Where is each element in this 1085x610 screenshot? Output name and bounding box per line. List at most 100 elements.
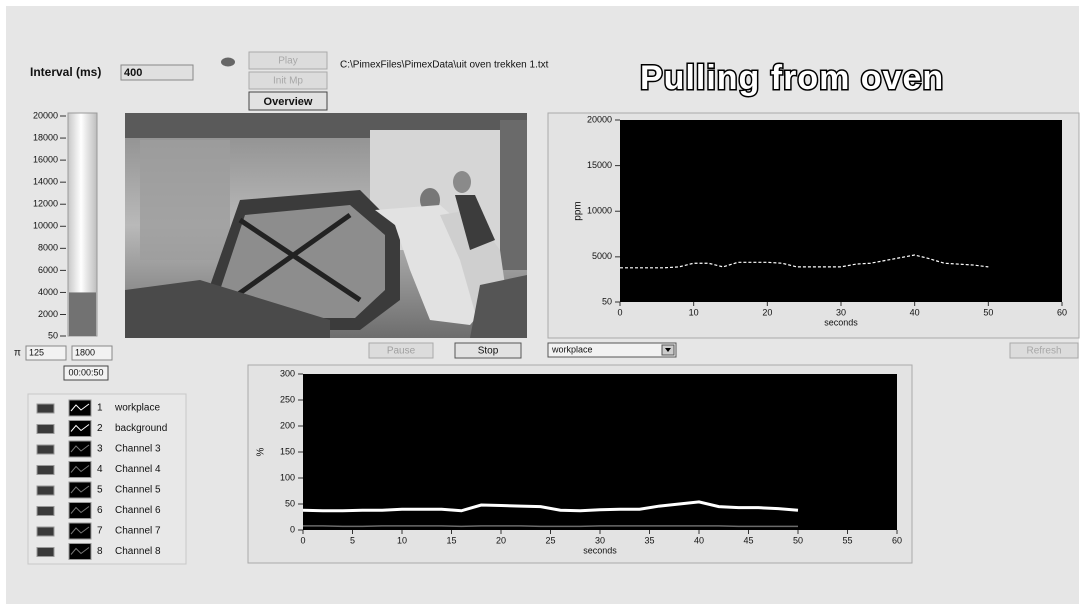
legend-number: 8 [97, 546, 103, 557]
legend-name: Channel 7 [115, 526, 161, 537]
init-button-label[interactable]: Init Mp [273, 76, 303, 87]
legend-swatch-button[interactable] [37, 466, 54, 475]
gauge-fill [69, 292, 96, 336]
legend-number: 1 [97, 403, 103, 414]
gauge-tick-label: 16000 [33, 154, 58, 164]
pause-button-label[interactable]: Pause [387, 346, 416, 357]
pi-label: π [14, 348, 21, 359]
data-line [303, 526, 798, 527]
status-led [221, 58, 235, 67]
gauge-tick-label: 2000 [38, 309, 58, 319]
y-axis-label: ppm [573, 201, 584, 220]
legend-panel [28, 394, 186, 564]
gauge-tick-label: 20000 [33, 110, 58, 120]
legend-plot-icon[interactable] [69, 400, 91, 416]
legend-swatch-button[interactable] [37, 404, 54, 413]
y-tick-label: 5000 [592, 251, 612, 261]
gauge-tick-label: 4000 [38, 287, 58, 297]
legend-name: Channel 6 [115, 505, 161, 516]
gauge-tick-label: 50 [48, 330, 58, 340]
y-tick-label: 50 [285, 498, 295, 508]
x-tick-label: 5 [350, 535, 355, 545]
legend-name: background [115, 423, 167, 434]
y-tick-label: 50 [602, 296, 612, 306]
x-tick-label: 20 [496, 535, 506, 545]
y-tick-label: 250 [280, 394, 295, 404]
gauge-tick-label: 12000 [33, 199, 58, 209]
interval-value[interactable]: 400 [124, 67, 142, 79]
legend-number: 7 [97, 526, 103, 537]
top-plot-area [620, 120, 1062, 302]
x-tick-label: 10 [397, 535, 407, 545]
legend-name: Channel 5 [115, 485, 161, 496]
refresh-button-label[interactable]: Refresh [1026, 346, 1061, 357]
channel-dropdown-value[interactable]: workplace [551, 344, 593, 354]
legend-plot-icon[interactable] [69, 441, 91, 457]
legend-plot-icon[interactable] [69, 482, 91, 498]
play-button-label[interactable]: Play [278, 56, 297, 67]
y-tick-label: 10000 [587, 206, 612, 216]
gauge-tick-label: 10000 [33, 221, 58, 231]
legend-name: workplace [114, 403, 160, 414]
legend-number: 3 [97, 444, 103, 455]
legend-plot-icon[interactable] [69, 503, 91, 519]
legend-swatch-button[interactable] [37, 527, 54, 536]
x-tick-label: 60 [1057, 307, 1067, 317]
bottom-plot-area [303, 374, 897, 530]
gauge-tick-label: 6000 [38, 265, 58, 275]
legend-name: Channel 4 [115, 464, 161, 475]
x-tick-label: 35 [644, 535, 654, 545]
y-tick-label: 20000 [587, 114, 612, 124]
legend-plot-icon[interactable] [69, 462, 91, 478]
legend-name: Channel 3 [115, 444, 161, 455]
gauge-tick-label: 8000 [38, 243, 58, 253]
legend-swatch-button[interactable] [37, 445, 54, 454]
x-tick-label: 20 [762, 307, 772, 317]
x-tick-label: 40 [910, 307, 920, 317]
x-tick-label: 55 [842, 535, 852, 545]
legend-number: 6 [97, 505, 103, 516]
legend-number: 4 [97, 464, 103, 475]
stop-button-label[interactable]: Stop [478, 346, 499, 357]
x-tick-label: 10 [689, 307, 699, 317]
x-tick-label: 45 [743, 535, 753, 545]
file-path: C:\PimexFiles\PimexData\uit oven trekken… [340, 60, 549, 71]
legend-swatch-button[interactable] [37, 486, 54, 495]
x-tick-label: 25 [545, 535, 555, 545]
legend-plot-icon[interactable] [69, 523, 91, 539]
x-tick-label: 30 [595, 535, 605, 545]
application-window: Interval (ms) 400 Play Init Mp Overview … [0, 0, 1085, 610]
legend-number: 2 [97, 423, 103, 434]
legend-swatch-button[interactable] [37, 425, 54, 434]
legend-number: 5 [97, 485, 103, 496]
x-tick-label: 60 [892, 535, 902, 545]
y-tick-label: 200 [280, 420, 295, 430]
legend-swatch-button[interactable] [37, 548, 54, 557]
gauge-tick-label: 18000 [33, 132, 58, 142]
legend-swatch-button[interactable] [37, 507, 54, 516]
page: { "title": "Pulling from oven", "control… [0, 0, 1085, 610]
x-axis-label: seconds [583, 545, 617, 555]
overview-button-label[interactable]: Overview [264, 96, 313, 108]
x-tick-label: 40 [694, 535, 704, 545]
x-tick-label: 15 [446, 535, 456, 545]
legend-plot-icon[interactable] [69, 421, 91, 437]
max-value[interactable]: 1800 [75, 347, 95, 357]
y-tick-label: 150 [280, 446, 295, 456]
legend-name: Channel 8 [115, 546, 161, 557]
x-axis-label: seconds [824, 317, 858, 327]
x-tick-label: 0 [300, 535, 305, 545]
x-tick-label: 50 [793, 535, 803, 545]
y-tick-label: 100 [280, 472, 295, 482]
x-tick-label: 0 [617, 307, 622, 317]
time-value: 00:00:50 [68, 367, 103, 377]
pi-value[interactable]: 125 [29, 347, 44, 357]
legend-plot-icon[interactable] [69, 544, 91, 560]
y-axis-label: % [256, 447, 267, 456]
page-title: Pulling from oven [640, 59, 944, 97]
video-frame [125, 113, 527, 338]
y-tick-label: 15000 [587, 160, 612, 170]
interval-label: Interval (ms) [30, 65, 101, 79]
x-tick-label: 50 [983, 307, 993, 317]
y-tick-label: 0 [290, 524, 295, 534]
